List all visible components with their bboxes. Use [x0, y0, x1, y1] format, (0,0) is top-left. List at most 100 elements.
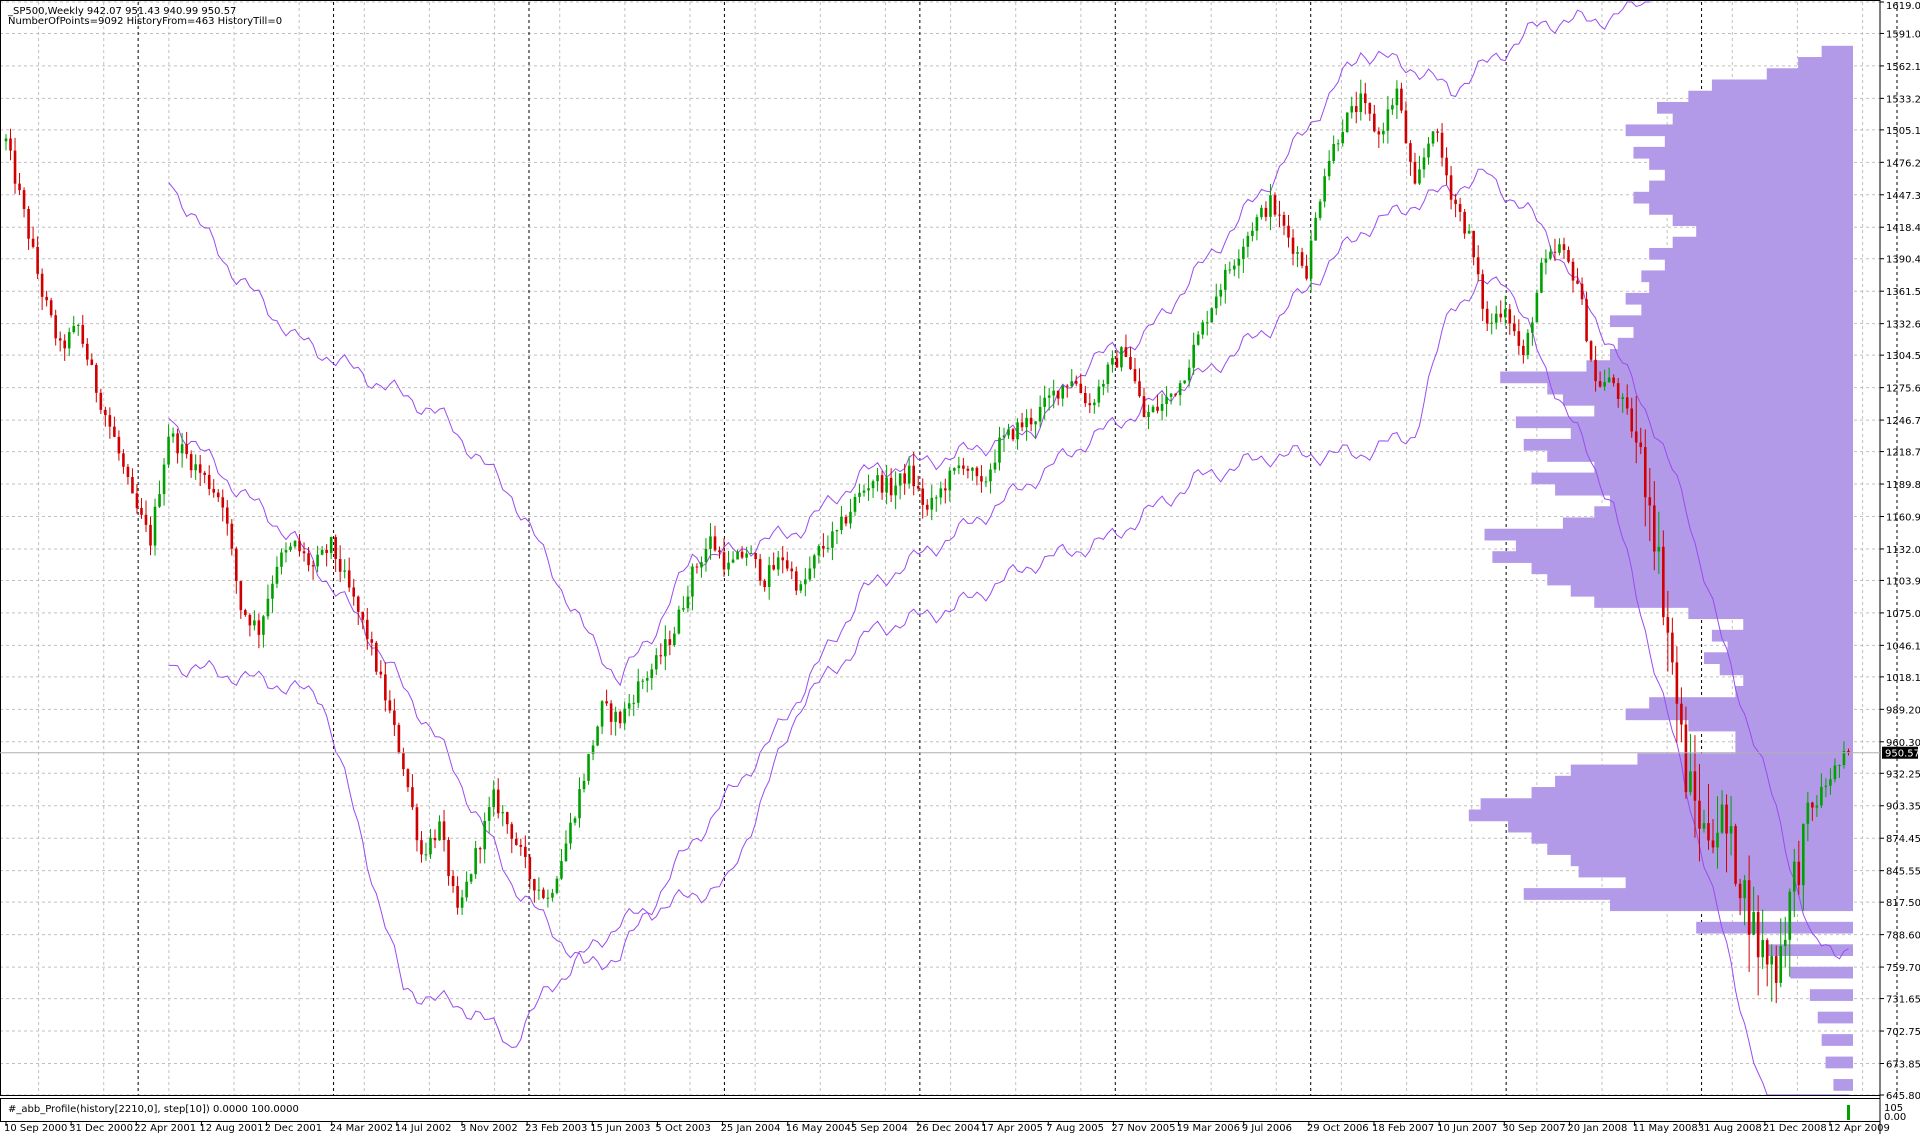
candle-down: [117, 436, 121, 454]
y-tick-label: 989.20: [1886, 705, 1920, 716]
candle-down: [58, 338, 62, 341]
x-tick-label: 25 Jan 2004: [721, 1123, 781, 1134]
current-price-label: 950.57: [1885, 749, 1920, 760]
candle-down: [1684, 724, 1688, 793]
candle-up: [1052, 390, 1055, 396]
candle-up: [749, 553, 753, 555]
candle-up: [1535, 292, 1539, 323]
candle-down: [406, 769, 410, 788]
candle-up: [180, 444, 184, 454]
y-tick-label: 1562.10: [1886, 62, 1920, 73]
candle-down: [1698, 800, 1701, 829]
candle-up: [804, 579, 807, 585]
indicator-subwindow[interactable]: [0, 1098, 1881, 1122]
candle-up: [1187, 367, 1191, 381]
candle-up: [971, 467, 974, 471]
candle-down: [1278, 214, 1281, 216]
candle-up: [1242, 246, 1245, 259]
candle-up: [582, 780, 586, 790]
candle-down: [1079, 383, 1083, 393]
candle-up: [776, 557, 780, 570]
profile-bar: [1523, 888, 1853, 900]
candle-down: [1567, 249, 1570, 262]
candle-up: [650, 669, 654, 679]
candle-down: [1589, 341, 1593, 360]
candle-down: [13, 150, 17, 184]
candle-down: [1774, 956, 1778, 983]
x-tick-label: 16 May 2004: [786, 1123, 851, 1134]
candle-down: [1508, 309, 1512, 324]
candle-up: [686, 596, 690, 609]
candle-down: [944, 488, 947, 491]
profile-bar: [1523, 438, 1853, 451]
candle-down: [447, 839, 450, 877]
candle-down: [921, 488, 925, 505]
candle-up: [1467, 230, 1471, 234]
candle-down: [356, 596, 360, 612]
candle-down: [307, 553, 310, 566]
candle-down: [1291, 237, 1295, 254]
candle-up: [1336, 143, 1340, 145]
candle-up: [546, 897, 550, 899]
candle-up: [885, 477, 888, 493]
candle-down: [393, 710, 396, 725]
candle-up: [1314, 217, 1317, 241]
candle-down: [1598, 381, 1602, 387]
band-middle: [168, 168, 1849, 971]
candle-up: [1382, 130, 1385, 135]
candle-up: [1503, 309, 1507, 318]
candle-down: [40, 273, 44, 297]
candle-down: [1115, 358, 1119, 368]
candle-up: [1815, 805, 1819, 808]
candle-down: [54, 315, 57, 339]
candle-down: [230, 523, 234, 549]
candle-down: [248, 614, 252, 626]
subwindow-bar: [1846, 1105, 1850, 1120]
x-tick-label: 5 Sep 2004: [851, 1123, 908, 1134]
candle-down: [478, 848, 482, 850]
candle-down: [1363, 93, 1367, 104]
candle-down: [1273, 195, 1277, 215]
candle-up: [438, 821, 441, 841]
profile-bar: [1586, 360, 1853, 372]
candle-up: [1016, 422, 1019, 440]
current-price-tag: [1882, 746, 1918, 759]
candle-up: [858, 492, 861, 497]
candle-down: [415, 807, 419, 841]
candle-up: [266, 598, 270, 617]
x-tick-label: 2 Dec 2001: [265, 1123, 323, 1134]
x-tick-label: 30 Sep 2007: [1502, 1123, 1565, 1134]
candle-up: [1838, 765, 1841, 767]
profile-bar: [1821, 45, 1853, 58]
profile-bar: [1649, 203, 1853, 215]
profile-bar: [1570, 427, 1853, 440]
candle-down: [216, 492, 220, 498]
candle-down: [1513, 323, 1516, 332]
candle-down: [370, 639, 374, 643]
profile-bar: [1641, 304, 1853, 316]
candle-up: [271, 583, 274, 599]
candle-down: [18, 183, 21, 191]
price-axis[interactable]: 1619.00 1591.00 1562.10 1533.20 1505.15 1476.…: [0, 1, 1920, 1102]
candle-down: [451, 876, 455, 887]
candle-up: [1761, 940, 1764, 958]
volume-profile: [1468, 45, 1853, 1091]
candle-down: [1711, 840, 1715, 848]
candle-up: [632, 702, 636, 704]
profile-bar: [1649, 697, 1853, 709]
time-axis[interactable]: 10 Sep 2000 31 Dec 2000 22 Apr 2001 12 Aug …: [4, 1122, 1890, 1134]
candle-up: [862, 490, 866, 493]
candle-up: [934, 497, 938, 499]
candle-up: [1061, 385, 1065, 399]
candle-down: [1458, 204, 1462, 212]
x-tick-label: 11 May 2008: [1633, 1123, 1698, 1134]
subwindow-scale-max: 105: [1884, 1103, 1903, 1114]
candle-down: [27, 208, 30, 239]
candle-down: [1476, 257, 1480, 275]
candle-down: [325, 549, 328, 553]
candle-up: [930, 497, 934, 510]
profile-bar: [1547, 382, 1853, 395]
y-tick-label: 1046.15: [1886, 641, 1920, 652]
